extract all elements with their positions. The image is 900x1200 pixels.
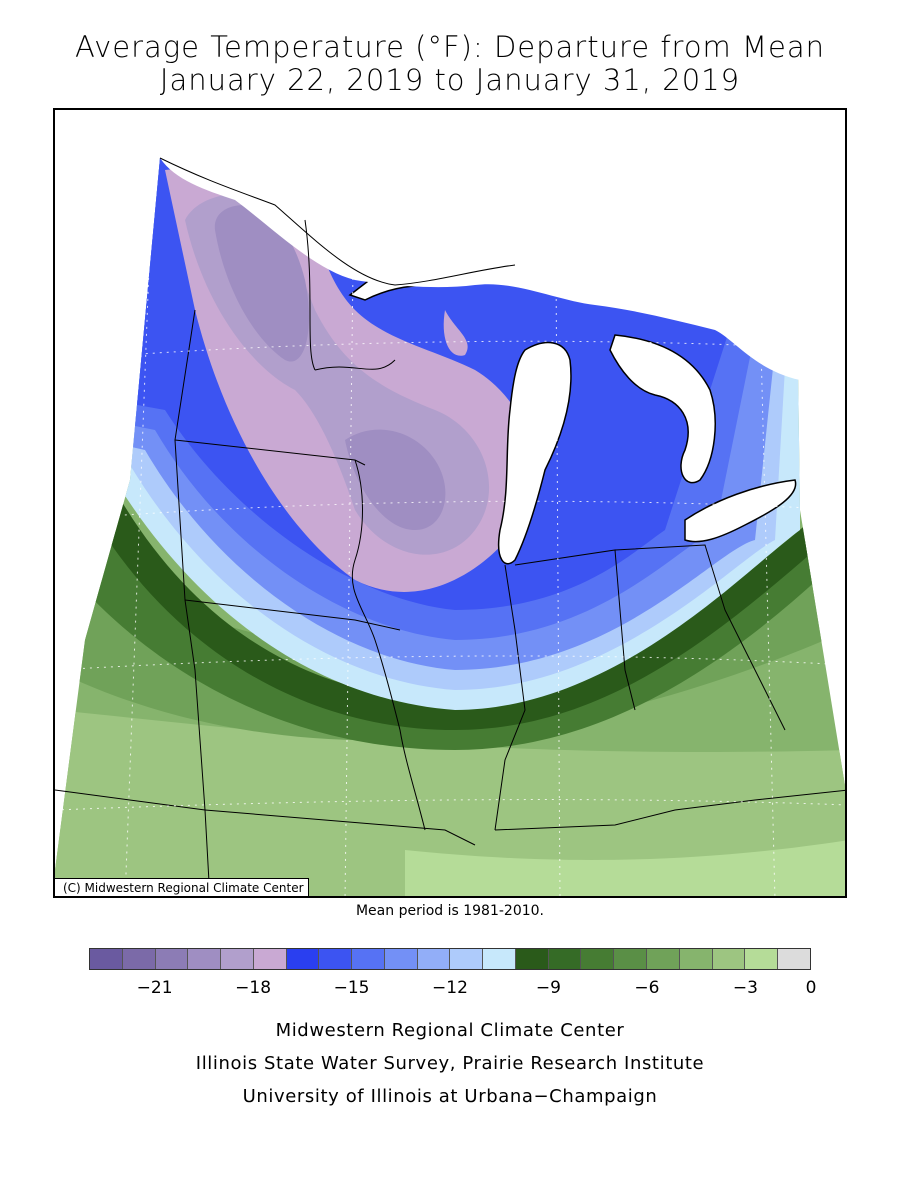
legend-swatch: [483, 949, 516, 969]
map-title: Average Temperature (°F): Departure from…: [74, 30, 826, 64]
map-date-range: January 22, 2019 to January 31, 2019: [159, 63, 741, 97]
legend-swatch: [450, 949, 484, 969]
legend-swatch: [614, 949, 648, 969]
map-layer-light-green: [55, 710, 845, 896]
legend-swatch: [286, 949, 320, 969]
legend-swatch: [221, 949, 254, 969]
legend-swatch: [384, 949, 418, 969]
map-layer-purple-south: [345, 429, 446, 530]
lake-huron: [609, 334, 716, 484]
legend-tick-label: −3: [732, 978, 758, 998]
map-layer-dark-green: [75, 500, 845, 750]
legend-swatch: [712, 949, 746, 969]
legend-swatch: [188, 949, 222, 969]
graticule: [55, 110, 845, 896]
state-borders: [55, 219, 845, 896]
legend-tick-label: −18: [235, 978, 272, 998]
border-line: [159, 157, 516, 286]
map-layer-pale-green: [405, 840, 845, 896]
footer-university: University of Illinois at Urbana−Champai…: [242, 1086, 658, 1107]
legend-swatch: [745, 949, 779, 969]
canada-region: [160, 110, 800, 380]
mean-period-note: Mean period is 1981-2010.: [355, 903, 545, 919]
legend-swatch: [647, 949, 680, 969]
legend-swatch: [515, 949, 549, 969]
legend-tick-label: −15: [333, 978, 370, 998]
legend-swatch: [253, 949, 287, 969]
legend-tick-label: −12: [432, 978, 468, 998]
map-layer-darkest-green: [95, 490, 845, 730]
copyright-label: (C) Midwestern Regional Climate Center: [55, 878, 309, 896]
legend-tick-label: −21: [136, 978, 173, 998]
map-panel: (C) Midwestern Regional Climate Center: [53, 108, 847, 898]
legend-swatch: [155, 949, 189, 969]
legend-swatch: [90, 949, 123, 969]
footer-survey: Illinois State Water Survey, Prairie Res…: [195, 1053, 705, 1074]
legend-swatch: [548, 949, 582, 969]
legend-swatch: [417, 949, 451, 969]
lake-erie: [684, 479, 797, 543]
color-legend: [89, 948, 811, 970]
legend-swatch: [581, 949, 615, 969]
footer-org: Midwestern Regional Climate Center: [275, 1020, 625, 1041]
legend-swatch: [352, 949, 385, 969]
temperature-departure-map: [55, 110, 845, 896]
legend-tick-label: −6: [634, 978, 660, 998]
legend-tick-label: −9: [535, 978, 561, 998]
legend-tick-label: 0: [805, 978, 817, 998]
legend-tick-labels: −21 −18 −15 −12 −9 −6 −3 0: [89, 978, 817, 1002]
map-layer-purple-north: [214, 205, 309, 362]
legend-swatch: [679, 949, 713, 969]
legend-swatch: [319, 949, 353, 969]
lake-michigan: [498, 341, 572, 565]
legend-swatch: [778, 949, 810, 969]
legend-swatch: [122, 949, 156, 969]
map-layer-lilac-patch: [443, 310, 468, 356]
